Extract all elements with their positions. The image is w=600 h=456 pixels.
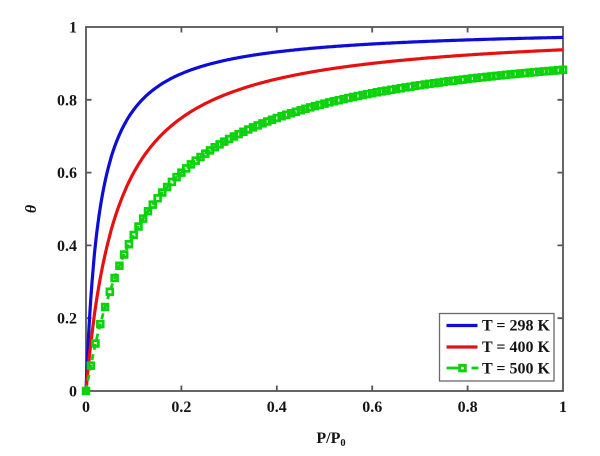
- svg-text:0: 0: [82, 399, 90, 416]
- svg-text:T = 298 K: T = 298 K: [482, 318, 551, 335]
- svg-text:0.8: 0.8: [57, 92, 77, 109]
- svg-text:0.2: 0.2: [171, 399, 191, 416]
- svg-text:T = 400 K: T = 400 K: [482, 339, 551, 356]
- svg-text:θ: θ: [23, 204, 40, 213]
- svg-text:0.6: 0.6: [362, 399, 382, 416]
- svg-text:0.4: 0.4: [267, 399, 287, 416]
- svg-text:0.4: 0.4: [57, 238, 77, 255]
- svg-text:0.6: 0.6: [57, 165, 77, 182]
- svg-text:P/P0: P/P0: [316, 430, 345, 449]
- svg-text:1: 1: [69, 20, 77, 37]
- svg-text:T = 500 K: T = 500 K: [482, 361, 551, 378]
- svg-text:1: 1: [559, 399, 567, 416]
- svg-text:0.8: 0.8: [458, 399, 478, 416]
- svg-text:0.2: 0.2: [57, 311, 77, 328]
- svg-text:0: 0: [69, 384, 77, 401]
